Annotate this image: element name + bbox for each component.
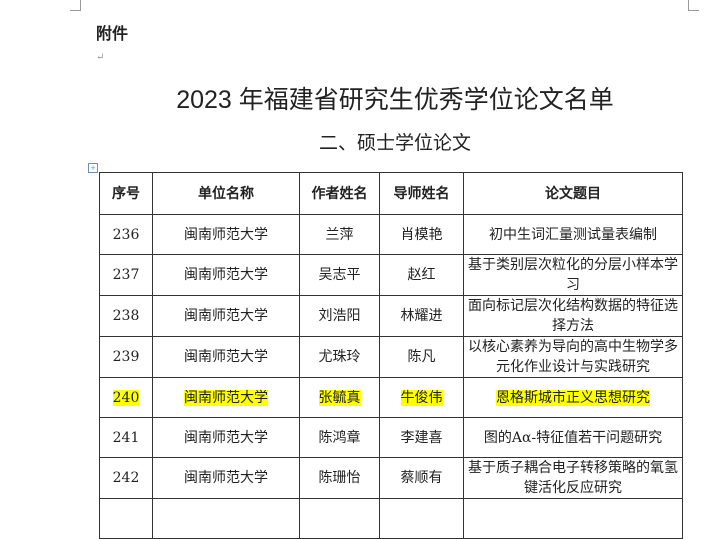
author-name-cell: 尤珠玲 — [299, 336, 380, 378]
advisor-name-cell: 李建喜 — [379, 417, 464, 458]
thesis-title-cell: 初中生词汇量测试量表编制 — [463, 214, 683, 255]
unit-name: 闽南师范大学 — [184, 429, 268, 446]
author-name-cell: 吴志平 — [299, 254, 380, 296]
thesis-title-cell: 以核心素养为导向的高中生物学多元化作业设计与实践研究 — [463, 336, 683, 378]
table-row: 240 闽南师范大学 张毓真 牛俊伟 恩格斯城市正义思想研究 — [99, 377, 683, 418]
author-name: 张毓真 — [318, 389, 361, 406]
advisor-name-cell: 牛俊伟 — [379, 377, 464, 418]
table-header-row: 序号 单位名称 作者姓名 导师姓名 论文题目 — [99, 172, 683, 215]
thesis-title-cell: 图的Aα-特征值若干问题研究 — [463, 417, 683, 458]
empty-cell — [463, 498, 683, 539]
header-unit: 单位名称 — [152, 172, 300, 215]
unit-name-cell: 闽南师范大学 — [152, 457, 300, 499]
advisor-name: 蔡顺有 — [400, 470, 443, 486]
empty-cell — [379, 498, 464, 539]
thesis-title: 恩格斯城市正义思想研究 — [496, 389, 650, 406]
header-no: 序号 — [99, 172, 153, 215]
advisor-name: 李建喜 — [400, 429, 443, 446]
table-row: 241 闽南师范大学 陈鸿章 李建喜 图的Aα-特征值若干问题研究 — [99, 417, 683, 458]
author-name: 陈鸿章 — [318, 429, 361, 446]
author-name: 陈珊怡 — [318, 470, 361, 486]
unit-name-cell: 闽南师范大学 — [152, 336, 300, 378]
table-row: 239 闽南师范大学 尤珠玲 陈凡 以核心素养为导向的高中生物学多元化作业设计与实践研究 — [99, 336, 683, 378]
thesis-title: 初中生词汇量测试量表编制 — [489, 226, 657, 243]
author-name-cell: 兰萍 — [299, 214, 380, 255]
author-name-cell: 刘浩阳 — [299, 295, 380, 337]
table-row: 236 闽南师范大学 兰萍 肖模艳 初中生词汇量测试量表编制 — [99, 214, 683, 255]
row-number-cell: 236 — [99, 214, 153, 255]
row-number-cell: 242 — [99, 457, 153, 499]
unit-name: 闽南师范大学 — [184, 308, 268, 324]
author-name-cell: 陈珊怡 — [299, 457, 380, 499]
thesis-title-cell: 面向标记层次化结构数据的特征选择方法 — [463, 295, 683, 337]
header-thesis: 论文题目 — [463, 172, 683, 215]
advisor-name-cell: 蔡顺有 — [379, 457, 464, 499]
empty-cell — [99, 498, 153, 539]
row-number: 236 — [112, 226, 140, 243]
row-number: 239 — [112, 349, 140, 365]
attachment-label: 附件 — [96, 24, 129, 43]
header-author: 作者姓名 — [299, 172, 380, 215]
advisor-name: 林耀进 — [400, 308, 443, 324]
table-row-partial — [99, 498, 683, 539]
author-name-cell: 张毓真 — [299, 377, 380, 418]
advisor-name-cell: 林耀进 — [379, 295, 464, 337]
row-number-cell: 238 — [99, 295, 153, 337]
row-number-cell: 237 — [99, 254, 153, 296]
table-move-handle-icon[interactable]: + — [88, 163, 98, 173]
row-number: 237 — [112, 267, 140, 283]
row-number: 242 — [112, 470, 140, 486]
unit-name-cell: 闽南师范大学 — [152, 417, 300, 458]
thesis-title: 图的Aα-特征值若干问题研究 — [483, 429, 663, 446]
empty-cell — [152, 498, 300, 539]
thesis-title: 以核心素养为导向的高中生物学多元化作业设计与实践研究 — [468, 339, 678, 375]
thesis-title-cell: 基于质子耦合电子转移策略的氧氢键活化反应研究 — [463, 457, 683, 499]
author-name-cell: 陈鸿章 — [299, 417, 380, 458]
document-title: 2023 年福建省研究生优秀学位论文名单 — [176, 86, 614, 114]
unit-name: 闽南师范大学 — [184, 349, 268, 365]
author-name: 刘浩阳 — [318, 308, 361, 324]
empty-cell — [299, 498, 380, 539]
advisor-name: 肖模艳 — [400, 226, 443, 243]
advisor-name: 陈凡 — [407, 349, 436, 365]
thesis-title: 基于质子耦合电子转移策略的氧氢键活化反应研究 — [468, 460, 678, 496]
thesis-title: 面向标记层次化结构数据的特征选择方法 — [468, 298, 678, 334]
table-row: 242 闽南师范大学 陈珊怡 蔡顺有 基于质子耦合电子转移策略的氧氢键活化反应研究 — [99, 457, 683, 499]
advisor-name-cell: 赵红 — [379, 254, 464, 296]
row-number: 238 — [112, 308, 140, 324]
unit-name: 闽南师范大学 — [184, 470, 268, 486]
unit-name: 闽南师范大学 — [184, 267, 268, 283]
unit-name: 闽南师范大学 — [184, 226, 268, 243]
row-number-cell: 241 — [99, 417, 153, 458]
author-name: 兰萍 — [325, 226, 354, 243]
page-corner-mark — [70, 0, 81, 11]
author-name: 吴志平 — [318, 267, 361, 283]
advisor-name-cell: 陈凡 — [379, 336, 464, 378]
row-number-cell: 240 — [99, 377, 153, 418]
page-corner-mark — [688, 0, 699, 11]
advisor-name: 牛俊伟 — [400, 389, 443, 406]
unit-name-cell: 闽南师范大学 — [152, 254, 300, 296]
table-row: 237 闽南师范大学 吴志平 赵红 基于类别层次粒化的分层小样本学习 — [99, 254, 683, 296]
row-number: 241 — [112, 429, 140, 446]
unit-name-cell: 闽南师范大学 — [152, 214, 300, 255]
document-subtitle: 二、硕士学位论文 — [318, 132, 471, 154]
paragraph-mark: ↵ — [96, 52, 105, 63]
thesis-title-cell: 恩格斯城市正义思想研究 — [463, 377, 683, 418]
row-number-cell: 239 — [99, 336, 153, 378]
unit-name-cell: 闽南师范大学 — [152, 295, 300, 337]
header-advisor: 导师姓名 — [379, 172, 464, 215]
unit-name: 闽南师范大学 — [184, 389, 268, 406]
thesis-title-cell: 基于类别层次粒化的分层小样本学习 — [463, 254, 683, 296]
thesis-title: 基于类别层次粒化的分层小样本学习 — [468, 257, 678, 293]
thesis-table: 序号 单位名称 作者姓名 导师姓名 论文题目 236 闽南师范大学 兰萍 肖模艳 初中生… — [99, 172, 683, 539]
author-name: 尤珠玲 — [318, 349, 361, 365]
advisor-name-cell: 肖模艳 — [379, 214, 464, 255]
unit-name-cell: 闽南师范大学 — [152, 377, 300, 418]
advisor-name: 赵红 — [407, 267, 436, 283]
table-row: 238 闽南师范大学 刘浩阳 林耀进 面向标记层次化结构数据的特征选择方法 — [99, 295, 683, 337]
row-number: 240 — [112, 389, 140, 406]
